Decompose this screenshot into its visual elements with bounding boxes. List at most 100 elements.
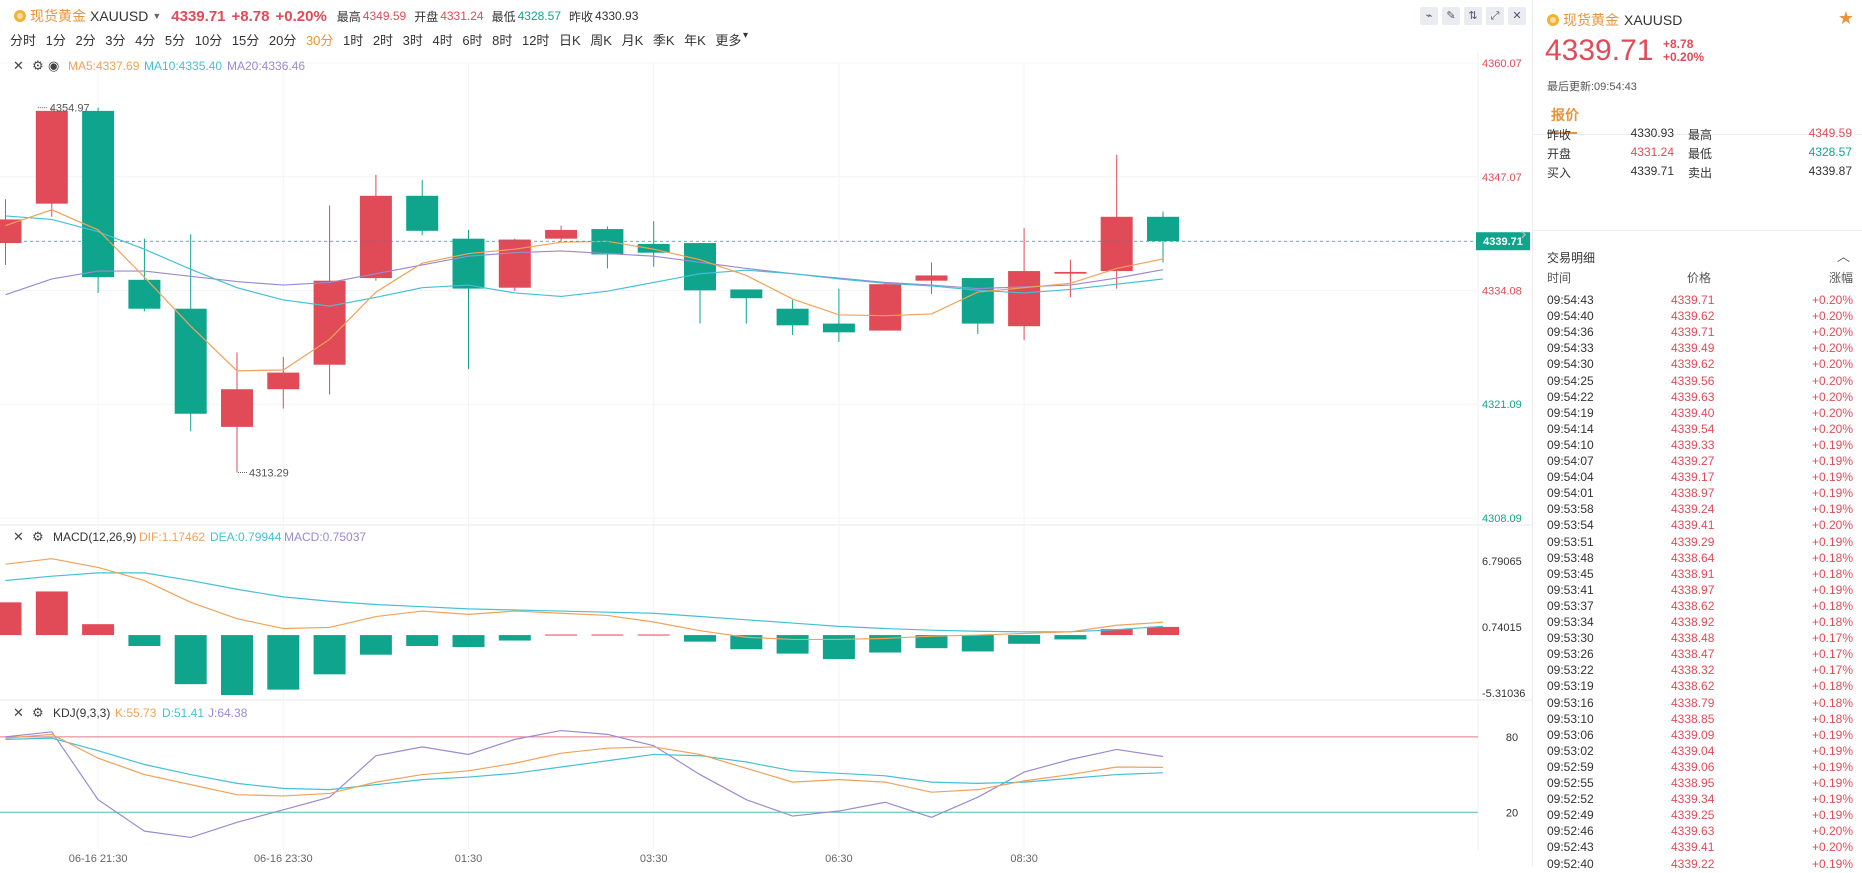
candle-body (35, 110, 68, 204)
period-17[interactable]: 日K (559, 33, 581, 48)
macd-histogram-bar (221, 635, 253, 696)
trade-row: 09:53:10 4338.85 +0.18% (1547, 712, 1853, 728)
trade-row: 09:53:51 4339.29 +0.19% (1547, 535, 1853, 551)
period-7[interactable]: 15分 (231, 33, 260, 48)
candle-body (1100, 216, 1133, 272)
period-20[interactable]: 季K (652, 33, 675, 48)
trade-row: 09:53:22 4338.32 +0.17% (1547, 663, 1853, 679)
trade-change: +0.19% (1811, 759, 1853, 774)
trade-row: 09:53:19 4338.62 +0.18% (1547, 679, 1853, 695)
ma5-legend: MA5:4337.69 (68, 59, 140, 73)
macd-histogram-bar (35, 591, 68, 636)
gear-icon: ⚙ (32, 530, 44, 545)
candle-body (267, 372, 300, 390)
candle-body (1054, 271, 1087, 274)
indicator-icon[interactable]: ⌁ (1420, 7, 1438, 25)
period-10[interactable]: 1时 (343, 33, 364, 48)
chevron-down-icon[interactable]: ▾ (742, 30, 748, 41)
trade-price: 4339.17 (1671, 470, 1715, 485)
instrument-symbol[interactable]: XAUUSD (90, 8, 149, 24)
trade-price: 4338.97 (1671, 582, 1715, 597)
macd-histogram-bar (869, 635, 902, 653)
kdj-legend-title: KDJ(9,3,3) (53, 706, 110, 720)
tab-quote[interactable]: 报价 (1551, 107, 1579, 123)
chevron-up-icon[interactable]: ︿ (1836, 249, 1850, 264)
panel-price-change: +8.78 (1663, 37, 1694, 51)
candle-body (359, 195, 392, 279)
period-13[interactable]: 4时 (432, 33, 453, 48)
trade-change: +0.19% (1811, 792, 1853, 807)
period-14[interactable]: 6时 (462, 33, 483, 48)
period-3[interactable]: 3分 (105, 33, 126, 48)
period-16[interactable]: 12时 (521, 33, 550, 48)
k-legend: K:55.73 (115, 706, 157, 720)
draw-icon[interactable]: ✎ (1442, 7, 1460, 25)
close-icon: ✕ (13, 706, 24, 721)
trades-header-price: 价格 (1687, 271, 1712, 285)
trade-row: 09:53:54 4339.41 +0.20% (1547, 518, 1853, 534)
candle-body (406, 195, 439, 231)
trade-price: 4338.85 (1671, 711, 1715, 726)
trade-change: +0.19% (1811, 582, 1853, 597)
candle-body (730, 289, 763, 299)
trade-time: 09:54:22 (1547, 389, 1594, 404)
period-5[interactable]: 5分 (164, 33, 186, 48)
fullscreen-icon[interactable]: ⤢ (1486, 7, 1504, 25)
period-4[interactable]: 4分 (135, 33, 156, 48)
trade-row: 09:53:34 4338.92 +0.18% (1547, 615, 1853, 631)
panel-price-change-pct: +0.20% (1663, 50, 1705, 64)
candle-body (545, 229, 578, 239)
macd-histogram-bar (128, 635, 161, 646)
macd-histogram-bar (498, 635, 531, 641)
time-axis-label: 06:30 (825, 853, 853, 865)
ma10-legend: MA10:4335.40 (144, 59, 222, 73)
period-9[interactable]: 30分 (305, 33, 334, 48)
price-axis-label: 4308.09 (1482, 513, 1522, 525)
candle-body (869, 284, 902, 331)
period-1[interactable]: 1分 (45, 33, 66, 48)
period-2[interactable]: 2分 (75, 33, 96, 48)
macd-histogram-bar (0, 602, 22, 636)
favorite-star-icon[interactable]: ★ (1837, 8, 1854, 28)
trade-change: +0.19% (1811, 776, 1853, 790)
period-11[interactable]: 2时 (372, 33, 394, 48)
trades-header: 时间 价格 涨幅 (1547, 269, 1853, 285)
macd-legend: MACD:0.75037 (284, 530, 366, 544)
panel-instrument-name: 现货黄金 (1563, 12, 1619, 28)
period-8[interactable]: 20分 (268, 33, 297, 48)
macd-histogram-bar (1147, 626, 1179, 636)
panel-last-price: 4339.71 (1545, 34, 1654, 67)
compare-icon[interactable]: ⇅ (1464, 7, 1482, 25)
period-18[interactable]: 周K (590, 33, 612, 48)
macd-histogram-bar (591, 634, 624, 636)
trade-time: 09:53:22 (1547, 663, 1594, 678)
trade-price: 4339.06 (1671, 759, 1715, 774)
trade-price: 4339.40 (1671, 405, 1715, 420)
max-price-label: 4354.97 (50, 103, 90, 115)
chevron-down-icon[interactable]: ▼ (152, 11, 162, 21)
trade-row: 09:52:43 4339.41 +0.20% (1547, 840, 1853, 856)
time-axis-label: 06-16 21:30 (69, 853, 128, 865)
period-19[interactable]: 月K (621, 33, 644, 48)
macd-histogram-bar (1100, 629, 1133, 636)
period-6[interactable]: 10分 (194, 33, 223, 48)
period-12[interactable]: 3时 (402, 33, 423, 48)
eye-icon: ◉ (48, 59, 59, 74)
trade-time: 09:54:01 (1547, 486, 1594, 501)
trade-change: +0.19% (1811, 808, 1853, 823)
trade-row: 09:53:02 4339.04 +0.19% (1547, 744, 1853, 760)
period-21[interactable]: 年K (684, 33, 706, 48)
trade-time: 09:53:45 (1547, 566, 1594, 581)
period-22[interactable]: 更多 (715, 33, 742, 48)
dea-legend: DEA:0.79944 (210, 530, 282, 544)
chart-area[interactable]: 现货黄金 XAUUSD ▼ 4339.71 +8.78 +0.20% 最高 43… (0, 0, 1532, 866)
high-label: 最高 (336, 9, 361, 24)
period-15[interactable]: 8时 (492, 33, 513, 48)
kline-chart[interactable]: 4360.07 4347.07 4334.08 4321.09 4308.09 06-16… (0, 0, 1532, 866)
trade-price: 4339.04 (1671, 743, 1715, 758)
macd-histogram-bar (776, 635, 809, 654)
period-0[interactable]: 分时 (10, 33, 37, 48)
quote-value: 4331.24 (1630, 145, 1674, 159)
close-icon[interactable]: ✕ (1508, 7, 1526, 25)
instrument-name[interactable]: 现货黄金 (30, 8, 86, 24)
